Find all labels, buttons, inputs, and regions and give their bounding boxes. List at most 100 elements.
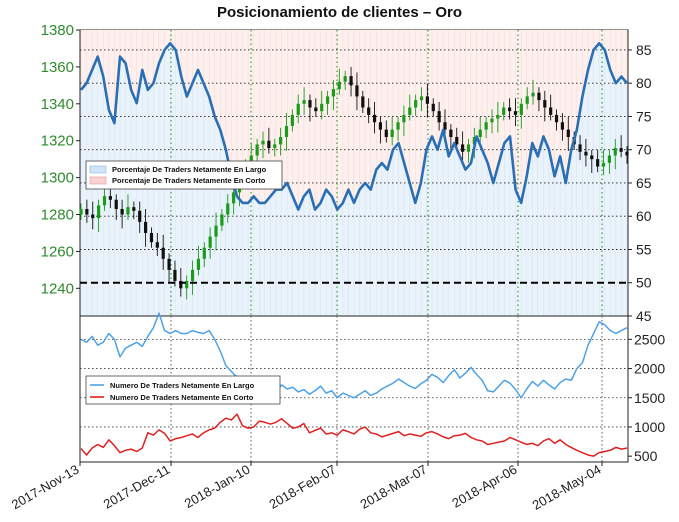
bottom-legend: Numero De Traders Netamente En Largo Num…	[85, 375, 281, 405]
candle-body	[214, 225, 218, 237]
candle-body	[337, 81, 341, 90]
candle-body	[507, 107, 512, 112]
trader-count-lines	[80, 312, 628, 457]
candle-body	[132, 207, 136, 211]
left-tick-label: 1340	[41, 96, 74, 113]
candle-body	[232, 192, 236, 204]
candle-body	[525, 96, 529, 104]
left-tick-label: 1260	[41, 243, 74, 260]
right-tick-label: 50	[636, 275, 652, 291]
candle-body	[554, 114, 559, 123]
x-tick-label: 2018-Feb-07	[267, 462, 339, 512]
candle-body	[367, 107, 371, 115]
candle-body	[596, 159, 600, 167]
candle-body	[372, 114, 377, 123]
candle-body	[97, 205, 101, 219]
left-tick-label: 1320	[41, 133, 74, 150]
candle-body	[390, 129, 394, 138]
candle-body	[619, 148, 623, 152]
right-tick-label: 60	[636, 208, 652, 224]
right-axis-ticks: 45 50 55 60 65 70 75 80 85	[628, 42, 652, 324]
candle-body	[167, 258, 171, 270]
right-tick-label: 45	[636, 308, 652, 324]
candle-body	[91, 214, 95, 219]
candle-body	[425, 96, 429, 104]
candle-body	[120, 208, 124, 215]
long-count-line	[80, 312, 628, 399]
right-tick-label: 75	[636, 108, 652, 124]
candle-body	[126, 207, 130, 215]
candle-body	[419, 96, 424, 101]
bottom-tick-label: 500	[634, 448, 658, 464]
candle-body	[502, 107, 506, 115]
bottom-right-axis-ticks: 500 1000 1500 2000 2500	[628, 331, 665, 464]
right-tick-label: 70	[636, 142, 652, 158]
legend-label-short: Porcentaje De Traders Netamente En Corto	[112, 176, 266, 185]
candle-body	[320, 103, 324, 112]
candle-body	[449, 129, 453, 138]
left-axis-ticks: 1240 1260 1280 1300 1320 1340 1360 1380	[41, 22, 80, 297]
legend-label-short-count: Numero De Traders Netamente En Corto	[110, 393, 254, 402]
left-tick-label: 1300	[41, 170, 74, 187]
left-tick-label: 1380	[41, 22, 74, 39]
candle-body	[537, 92, 541, 101]
x-tick-label: 2018-May-04	[530, 462, 604, 513]
candle-body	[496, 114, 500, 119]
candle-body	[331, 89, 336, 97]
right-tick-label: 80	[636, 75, 652, 91]
candle-body	[461, 144, 465, 152]
candle-body	[355, 85, 359, 97]
candle-body	[560, 122, 565, 130]
candle-body	[325, 96, 330, 104]
long-area	[81, 43, 627, 316]
x-axis-date-ticks: 2017-Nov-13 2017-Dec-11 2018-Jan-10 2018-Fe…	[9, 462, 604, 513]
candle-body	[185, 280, 189, 289]
candle-body	[601, 162, 606, 167]
candle-body	[607, 155, 611, 163]
candle-body	[279, 137, 283, 145]
candle-body	[408, 107, 412, 115]
candle-body	[85, 208, 89, 215]
pct-long-line	[80, 42, 628, 211]
candle-body	[384, 129, 388, 138]
right-tick-label: 85	[636, 42, 652, 58]
top-legend: Porcentaje De Traders Netamente En Largo…	[85, 160, 283, 190]
legend-label-long: Porcentaje De Traders Netamente En Largo	[112, 165, 267, 174]
candle-body	[437, 111, 441, 123]
candle-body	[308, 100, 312, 108]
candle-body	[143, 221, 148, 233]
candle-body	[531, 92, 535, 97]
candle-body	[220, 214, 224, 226]
candle-body	[102, 196, 107, 206]
bottom-tick-label: 2000	[634, 361, 665, 377]
pct-long-line-group	[80, 42, 628, 211]
candle-body	[466, 144, 471, 152]
candle-body	[296, 103, 300, 115]
candle-body	[226, 203, 230, 215]
bottom-tick-label: 1000	[634, 419, 665, 435]
candle-body	[396, 122, 400, 130]
candle-body	[202, 247, 206, 259]
candle-body	[196, 258, 201, 270]
candle-body	[349, 76, 353, 86]
candle-body	[138, 210, 142, 222]
short-count-line	[80, 413, 628, 457]
x-tick-label: 2018-Mar-07	[358, 462, 430, 512]
candle-body	[402, 114, 406, 123]
candle-body	[455, 137, 459, 145]
right-tick-label: 65	[636, 175, 652, 191]
left-tick-label: 1280	[41, 207, 74, 224]
candle-body	[543, 100, 547, 108]
legend-label-long-count: Numero De Traders Netamente En Largo	[110, 381, 255, 390]
candle-body	[490, 118, 494, 123]
candle-body	[314, 107, 318, 112]
top-panel-grid	[80, 30, 628, 316]
candle-body	[302, 100, 306, 104]
legend-swatch-short	[89, 176, 107, 185]
candle-body	[414, 100, 418, 108]
bottom-tick-label: 1500	[634, 390, 665, 406]
x-tick-label: 2018-Apr-06	[449, 462, 519, 511]
candle-body	[161, 247, 165, 259]
left-tick-label: 1360	[41, 59, 74, 76]
